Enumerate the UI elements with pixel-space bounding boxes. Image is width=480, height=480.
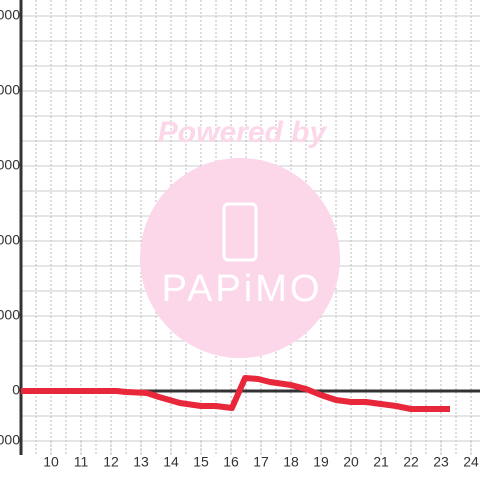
x-tick-label: 15 — [193, 454, 209, 470]
y-tick-label: 0 — [12, 382, 20, 398]
x-tick-label: 10 — [43, 454, 59, 470]
watermark-circle — [140, 158, 340, 358]
x-tick-label: 24 — [463, 454, 479, 470]
x-tick-label: 20 — [343, 454, 359, 470]
x-tick-label: 23 — [433, 454, 449, 470]
y-tick-label: 60,000 — [0, 232, 20, 248]
y-tick-label: 30,000 — [0, 307, 20, 323]
plot: -20,000 0 30,000 60,000 90,000 120,000 150,000… — [0, 0, 479, 470]
x-tick-label: 17 — [253, 454, 269, 470]
watermark-text: PAPiMO — [162, 268, 323, 310]
x-tick-label: 19 — [313, 454, 329, 470]
line — [21, 375, 450, 412]
x-tick-label: 13 — [133, 454, 149, 470]
x-tick-label: 12 — [103, 454, 119, 470]
x-tick-label: 21 — [373, 454, 389, 470]
x-tick-label: 11 — [74, 454, 89, 470]
x-tick-label: 14 — [163, 454, 179, 470]
watermark-text: Powered by — [158, 116, 328, 149]
y-tick-label: 120,000 — [0, 82, 20, 98]
x-tick-label: 16 — [223, 454, 239, 470]
x-tick-label: 22 — [403, 454, 419, 470]
watermark-icon — [222, 202, 258, 262]
x-tick-label: 18 — [283, 454, 299, 470]
y-tick-label: 150,000 — [0, 7, 20, 23]
y-tick-label: -20,000 — [0, 432, 20, 448]
y-tick-label: 90,000 — [0, 157, 20, 173]
